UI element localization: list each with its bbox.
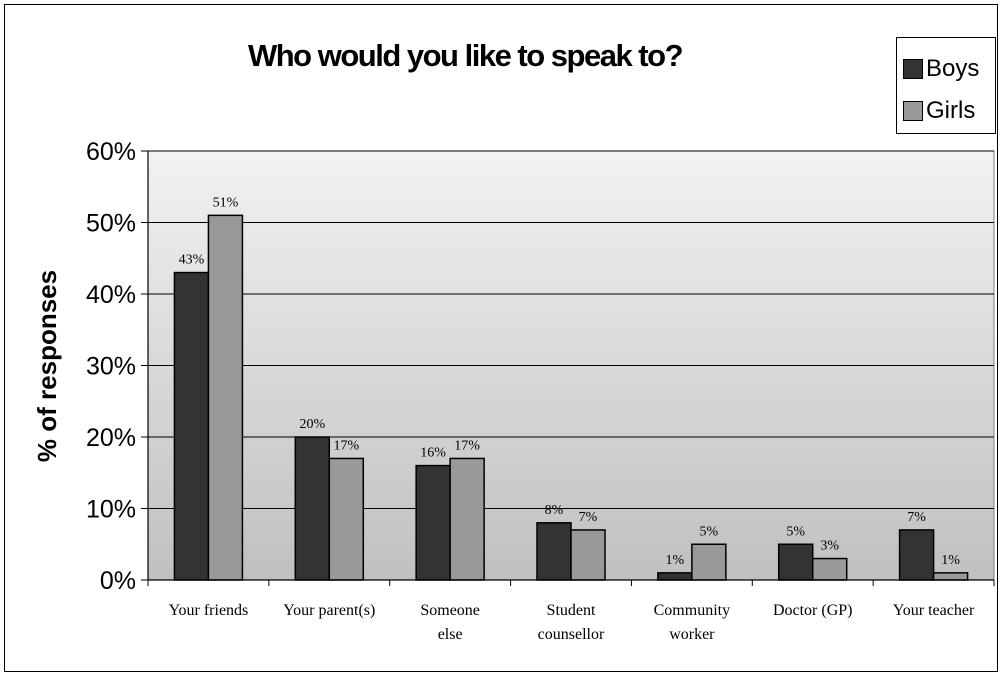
x-tick-label: Student counsellor [538,602,605,643]
x-tick-label: Someone else [420,602,480,643]
legend-label-boys: Boys [926,55,980,82]
data-label-girls: 51% [213,195,239,210]
bars [173,214,969,581]
bar-girls [570,529,606,581]
data-label-girls: 3% [820,539,839,554]
data-label-girls: 17% [454,438,480,453]
bar-girls [449,457,485,581]
legend-item-girls: Girls [903,96,975,126]
x-tick-label: Your friends [169,602,249,619]
y-tick-label: 10% [86,496,136,524]
bar-girls [691,543,727,581]
x-tick-label: Community worker [654,602,730,643]
bar-girls [932,572,969,581]
y-axis-title: % of responses [32,270,62,462]
data-label-boys: 43% [179,253,205,268]
bar-boys [536,522,572,581]
data-label-boys: 16% [420,446,446,461]
data-label-boys: 8% [545,503,564,518]
y-tick-label: 0% [100,567,136,595]
axes [141,150,995,586]
y-tick-label: 20% [86,424,136,452]
x-tick-label-line: Community [654,602,730,619]
gridlines [148,150,994,509]
legend-label-girls: Girls [926,97,976,124]
bar-boys [294,436,331,581]
x-tick-label-line: Your friends [169,602,249,619]
y-tick-label: 40% [86,281,136,309]
x-tick-label-line: Someone [420,602,480,619]
x-tick-labels: Your friends Your parent(s) Someone else Stu… [169,602,975,643]
data-label-girls: 5% [700,524,719,539]
x-tick-label-line: Student [547,602,596,619]
data-label-girls: 1% [941,553,960,568]
bar-boys [777,543,814,581]
data-label-boys: 5% [786,524,805,539]
bar-girls [811,557,848,581]
data-label-girls: 17% [333,438,359,453]
x-tick-label-line: else [438,626,463,643]
y-tick-label: 60% [86,138,136,166]
x-tick-label-line: Your parent(s) [283,602,375,619]
data-label-boys: 20% [299,417,325,432]
y-tick-label: 30% [86,353,136,381]
bar-boys [898,529,935,581]
x-tick-label: Doctor (GP) [773,602,853,619]
x-tick-label: Your teacher [893,602,975,619]
x-tick-label-line: Your teacher [893,602,975,619]
chart-title: Who would you like to speak to? [247,38,684,73]
legend-swatch-girls [903,101,923,121]
bar-boys [657,572,693,581]
legend-item-boys: Boys [903,54,979,84]
bar-boys [173,271,210,581]
data-labels: 43% 51% 20% 17% 16% 17% 8% 7% 1% 5% 5% 3% 7% 1% [179,195,961,567]
x-tick-label-line: Doctor (GP) [773,602,853,619]
legend-swatch-boys [903,59,923,79]
data-label-girls: 7% [579,510,598,525]
legend: Boys Girls [896,37,996,134]
y-tick-label: 50% [86,210,136,238]
y-tick-labels: 0% 10% 20% 30% 40% 50% 60% [86,138,136,595]
x-tick-label: Your parent(s) [283,602,375,619]
data-label-boys: 1% [666,553,685,568]
bar-girls [207,214,244,581]
data-label-boys: 7% [907,510,926,525]
bar-girls [328,457,365,581]
x-tick-label-line: counsellor [538,626,605,643]
x-tick-label-line: worker [669,626,715,643]
bar-boys [415,464,451,581]
